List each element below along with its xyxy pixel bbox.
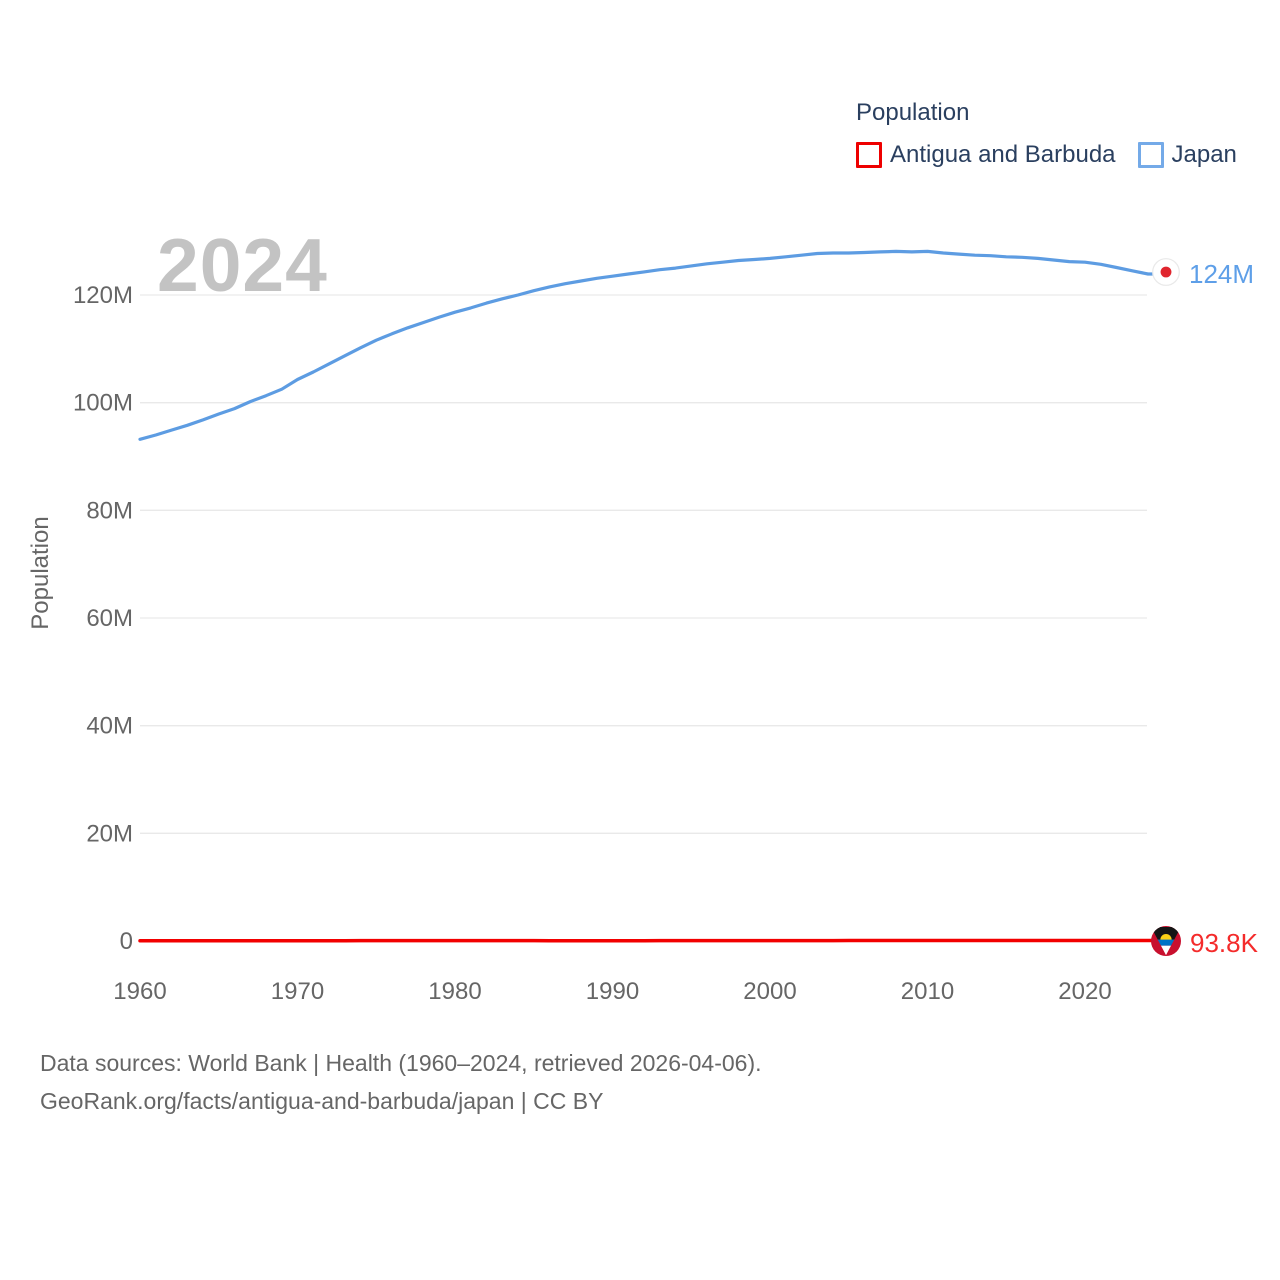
footer-data-sources: Data sources: World Bank | Health (1960–…: [40, 1050, 762, 1076]
x-tick-label: 1960: [113, 978, 166, 1005]
y-tick-label: 80M: [86, 497, 133, 524]
y-tick-label: 120M: [73, 282, 133, 309]
legend-item-label: Antigua and Barbuda: [890, 141, 1116, 168]
japan-flag-icon: [1152, 258, 1180, 291]
x-tick-label: 1970: [271, 978, 324, 1005]
y-tick-label: 60M: [86, 605, 133, 632]
legend-item-label: Japan: [1171, 141, 1237, 168]
x-tick-label: 2000: [743, 978, 796, 1005]
y-axis-title: Population: [27, 516, 54, 630]
japan-end-marker[interactable]: 124M: [1152, 258, 1254, 291]
y-tick-label: 0: [120, 928, 133, 955]
y-tick-label: 100M: [73, 390, 133, 417]
footer-attribution-link[interactable]: GeoRank.org/facts/antigua-and-barbuda/ja…: [40, 1088, 604, 1114]
legend-title: Population: [856, 99, 970, 126]
antigua-end-marker[interactable]: 93.8K: [1151, 926, 1258, 961]
legend-item-antigua-and-barbuda[interactable]: Antigua and Barbuda: [856, 141, 1116, 169]
y-tick-label: 40M: [86, 713, 133, 740]
x-tick-label: 2010: [901, 978, 954, 1005]
legend-item-japan[interactable]: Japan: [1137, 141, 1237, 169]
y-tick-label: 20M: [86, 820, 133, 847]
x-tick-label: 1990: [586, 978, 639, 1005]
legend: Population Antigua and Barbuda Japan: [856, 99, 1237, 169]
japan-end-value: 124M: [1189, 259, 1255, 289]
antigua-legend-swatch: [856, 142, 882, 168]
footer: Data sources: World Bank | Health (1960–…: [40, 1044, 762, 1120]
x-tick-label: 1980: [428, 978, 481, 1005]
antigua-end-value: 93.8K: [1190, 928, 1258, 958]
japan-legend-swatch: [1137, 142, 1164, 168]
antigua-and-barbuda-flag-icon: [1151, 926, 1181, 961]
year-watermark: 2024: [157, 223, 328, 307]
x-tick-label: 2020: [1058, 978, 1111, 1005]
japan-line[interactable]: [138, 249, 1158, 441]
